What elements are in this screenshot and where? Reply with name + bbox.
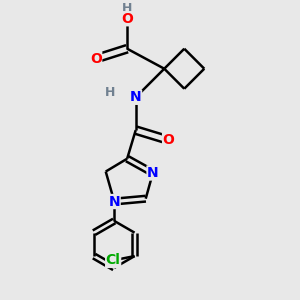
Text: N: N: [130, 90, 142, 104]
Text: H: H: [105, 86, 115, 100]
Text: O: O: [121, 12, 133, 26]
Text: Cl: Cl: [106, 254, 121, 267]
Text: N: N: [109, 194, 120, 208]
Text: O: O: [163, 133, 175, 147]
Text: H: H: [122, 2, 132, 15]
Text: N: N: [147, 166, 159, 180]
Text: O: O: [90, 52, 102, 66]
